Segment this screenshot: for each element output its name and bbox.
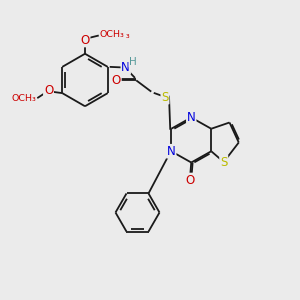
Text: OCH₃: OCH₃ (11, 94, 36, 103)
Text: S: S (161, 91, 169, 103)
Text: OCH₃: OCH₃ (104, 29, 130, 40)
Text: O: O (44, 84, 53, 97)
Text: O: O (112, 74, 121, 87)
Text: O: O (80, 34, 90, 46)
Text: O: O (185, 173, 195, 187)
Text: H: H (129, 57, 137, 67)
Text: N: N (187, 111, 196, 124)
Text: OCH₃: OCH₃ (100, 30, 125, 39)
Text: N: N (167, 145, 176, 158)
Text: S: S (220, 155, 227, 169)
Text: N: N (122, 61, 130, 74)
